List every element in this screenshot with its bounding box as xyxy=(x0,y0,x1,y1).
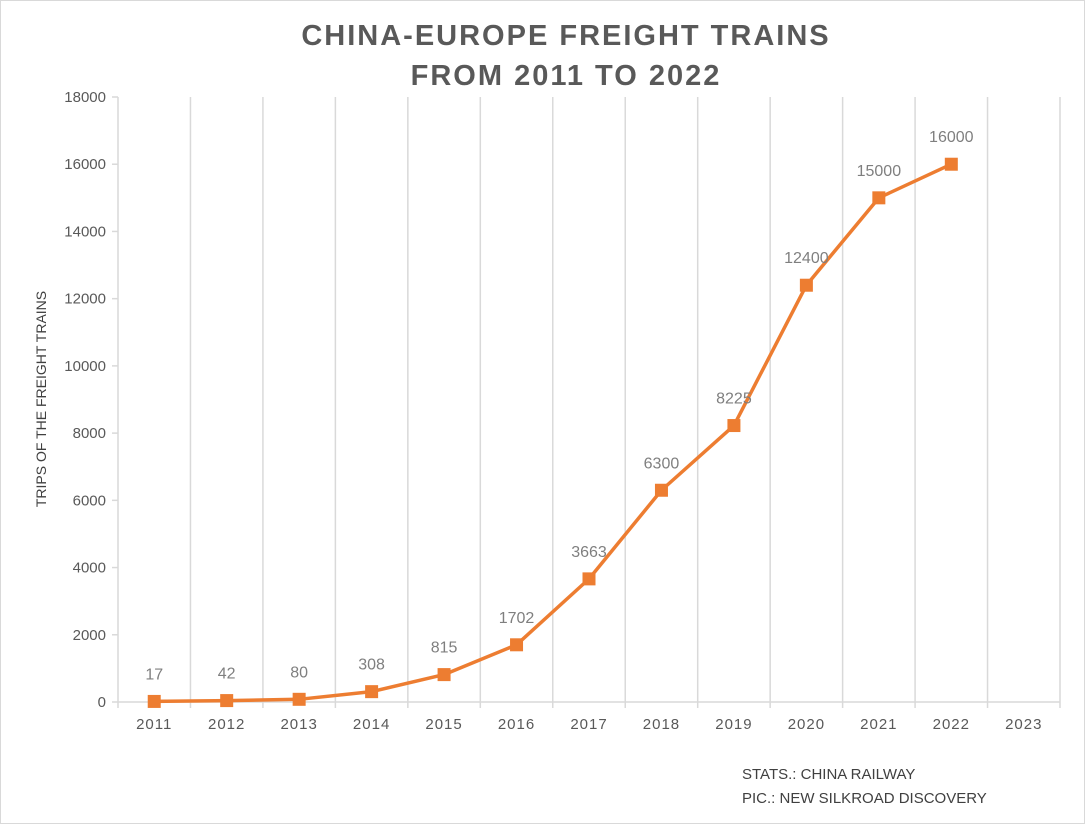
data-label: 12400 xyxy=(784,250,829,267)
data-point-marker xyxy=(147,694,161,708)
chart-title-line-2: FROM 2011 TO 2022 xyxy=(411,60,722,92)
y-tick-label: 18000 xyxy=(64,89,106,106)
y-tick-label: 16000 xyxy=(64,156,106,173)
data-point-marker xyxy=(582,572,596,586)
data-label: 8225 xyxy=(716,391,752,408)
data-point-marker xyxy=(365,685,379,699)
data-label: 6300 xyxy=(644,455,680,472)
data-label: 80 xyxy=(290,664,308,681)
y-tick-label: 8000 xyxy=(73,425,106,442)
y-tick-label: 0 xyxy=(98,694,106,711)
credit-pic: PIC.: NEW SILKROAD DISCOVERY xyxy=(742,790,987,807)
data-label: 16000 xyxy=(929,129,974,146)
x-tick-label: 2021 xyxy=(860,716,897,733)
y-tick-label: 4000 xyxy=(73,560,106,577)
data-point-marker xyxy=(799,278,813,292)
gridlines xyxy=(189,97,1061,702)
data-point-marker xyxy=(510,638,524,652)
data-label: 1702 xyxy=(499,610,535,627)
x-tick-label: 2017 xyxy=(570,716,607,733)
y-tick-labels: 0 2000 4000 6000 8000 10000 12000 14000 16000 180… xyxy=(64,89,106,711)
x-tick-label: 2019 xyxy=(715,716,752,733)
chart-title-line-1: CHINA-EUROPE FREIGHT TRAINS xyxy=(301,20,830,52)
data-label: 815 xyxy=(431,640,458,657)
y-tick-label: 10000 xyxy=(64,358,106,375)
y-tick-label: 6000 xyxy=(73,492,106,509)
data-label: 42 xyxy=(218,666,236,683)
x-tick-label: 2018 xyxy=(643,716,680,733)
data-point-marker xyxy=(944,157,958,171)
y-axis-title: TRIPS OF THE FREIGHT TRAINS xyxy=(33,291,49,507)
x-tick-label: 2022 xyxy=(933,716,970,733)
data-point-marker xyxy=(292,692,306,706)
data-label: 308 xyxy=(358,657,385,674)
x-tick-label: 2020 xyxy=(788,716,825,733)
data-label: 15000 xyxy=(857,163,902,180)
x-tick-label: 2016 xyxy=(498,716,535,733)
y-tick-label: 2000 xyxy=(73,627,106,644)
data-point-marker xyxy=(437,668,451,682)
data-label: 3663 xyxy=(571,544,607,561)
x-tick-labels: 2011 2012 2013 2014 2015 2016 2017 2018 2019 2020… xyxy=(136,716,1042,733)
series-freight-trips xyxy=(147,157,958,708)
x-tick-label: 2023 xyxy=(1005,716,1042,733)
x-tick-label: 2013 xyxy=(280,716,317,733)
y-tick-label: 14000 xyxy=(64,223,106,240)
data-point-marker xyxy=(220,694,234,708)
axes xyxy=(112,96,1061,708)
x-tick-label: 2011 xyxy=(136,716,172,733)
y-tick-label: 12000 xyxy=(64,291,106,308)
data-point-marker xyxy=(654,483,668,497)
series-line xyxy=(154,162,953,704)
x-tick-label: 2012 xyxy=(208,716,245,733)
data-point-marker xyxy=(727,419,741,433)
data-labels: 17 42 80 308 815 1702 3663 6300 8225 12400 15000 16… xyxy=(145,129,973,683)
credit-stats: STATS.: CHINA RAILWAY xyxy=(742,766,915,783)
data-label: 17 xyxy=(145,666,163,683)
x-tick-label: 2015 xyxy=(425,716,462,733)
x-tick-label: 2014 xyxy=(353,716,390,733)
data-point-marker xyxy=(872,191,886,205)
